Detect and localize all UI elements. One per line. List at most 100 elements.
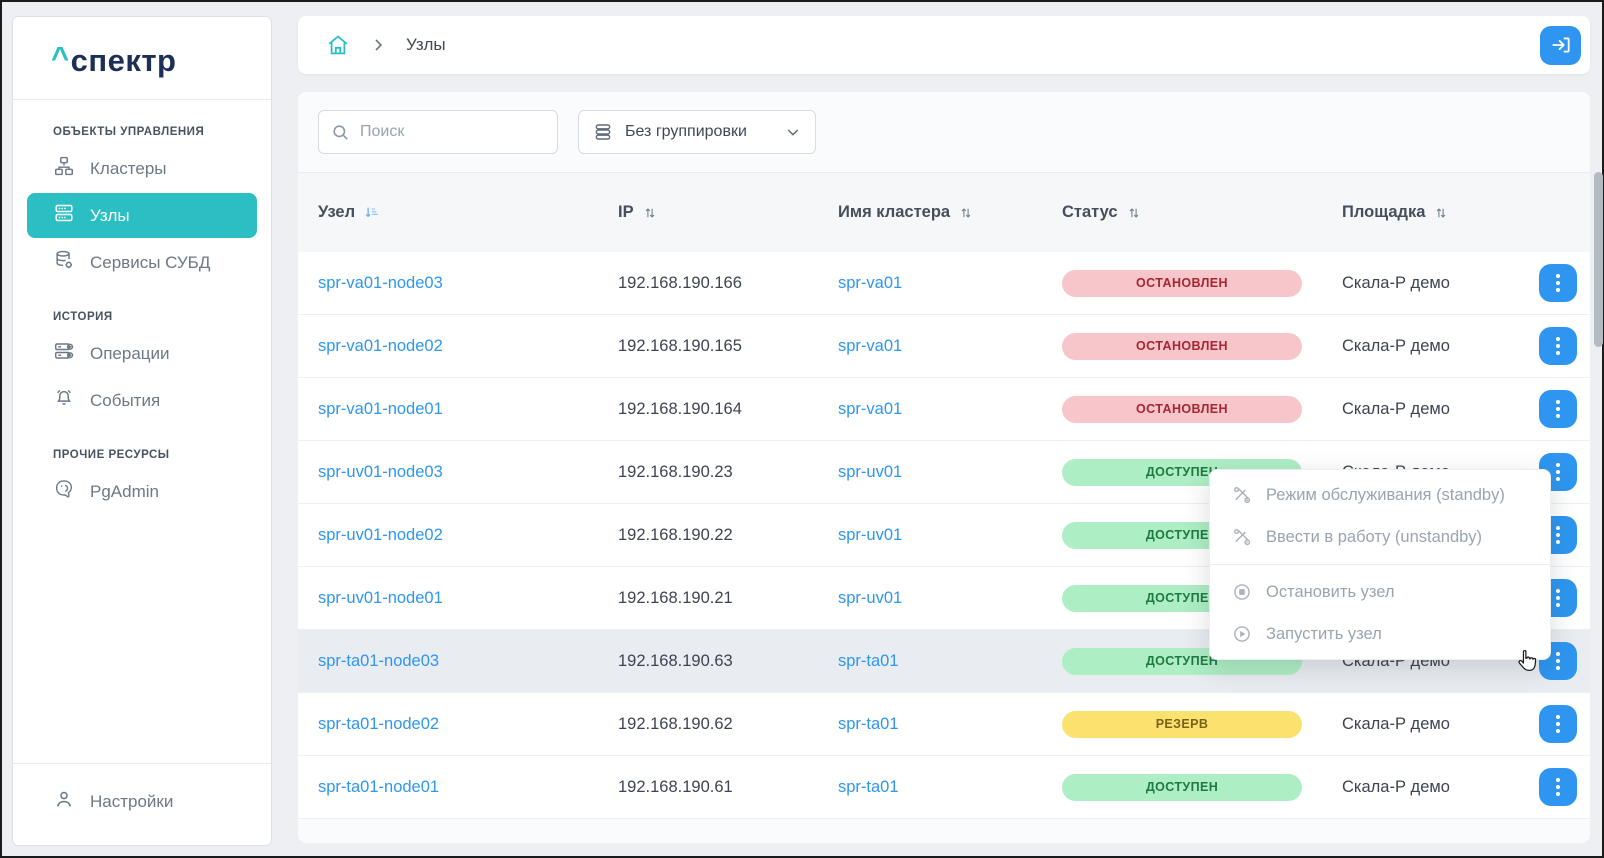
cluster-link[interactable]: spr-va01 <box>838 399 903 418</box>
row-actions-button[interactable] <box>1539 327 1577 365</box>
logo-caret-icon: ^ <box>51 40 70 75</box>
cluster-link[interactable]: spr-va01 <box>838 273 903 292</box>
cluster-link[interactable]: spr-uv01 <box>838 588 903 607</box>
row-actions-button[interactable] <box>1539 768 1577 806</box>
site-cell: Скала-Р демо <box>1342 336 1450 355</box>
sidebar-item-label: PgAdmin <box>90 481 159 501</box>
menu-item-label: Остановить узел <box>1266 582 1395 601</box>
sidebar-item-label: Сервисы СУБД <box>90 252 211 272</box>
column-header-site[interactable]: Площадка <box>1342 203 1539 222</box>
node-link[interactable]: spr-ta01-node03 <box>318 651 440 670</box>
node-link[interactable]: spr-uv01-node02 <box>318 525 443 544</box>
menu-item-start-node[interactable]: Запустить узел <box>1210 613 1550 655</box>
row-actions-button[interactable] <box>1539 390 1577 428</box>
row-actions-button[interactable] <box>1539 264 1577 302</box>
node-link[interactable]: spr-ta01-node02 <box>318 714 440 733</box>
sidebar: ^спектр ОБЪЕКТЫ УПРАВЛЕНИЯ Кластеры Узлы <box>12 16 272 846</box>
menu-item-stop-node[interactable]: Остановить узел <box>1210 571 1550 613</box>
column-label: Узел <box>318 203 356 221</box>
grouping-select[interactable]: Без группировки <box>578 110 816 154</box>
login-arrow-icon <box>1550 34 1572 56</box>
menu-item-standby[interactable]: Режим обслуживания (standby) <box>1210 474 1550 516</box>
clusters-icon <box>53 155 75 182</box>
row-context-menu: Режим обслуживания (standby) Ввести в ра… <box>1209 469 1551 660</box>
table-row: spr-va01-node03 192.168.190.166 spr-va01… <box>298 252 1590 315</box>
breadcrumb-current: Узлы <box>406 35 446 54</box>
table-row: spr-ta01-node01 192.168.190.61 spr-ta01 … <box>298 756 1590 819</box>
sidebar-section-other: ПРОЧИЕ РЕСУРСЫ <box>53 449 170 461</box>
operations-icon <box>53 340 75 367</box>
cluster-link[interactable]: spr-uv01 <box>838 525 903 544</box>
cluster-link[interactable]: spr-va01 <box>838 336 903 355</box>
topbar: Узлы <box>298 16 1590 74</box>
node-link[interactable]: spr-va01-node02 <box>318 336 443 355</box>
node-link[interactable]: spr-uv01-node03 <box>318 462 443 481</box>
row-actions-button[interactable] <box>1539 705 1577 743</box>
sidebar-item-label: Кластеры <box>90 158 167 178</box>
cluster-link[interactable]: spr-ta01 <box>838 714 899 733</box>
sidebar-item-operations[interactable]: Операции <box>27 331 257 376</box>
home-icon[interactable] <box>326 33 350 57</box>
column-label: Статус <box>1062 203 1118 221</box>
status-badge: ОСТАНОВЛЕН <box>1062 395 1302 423</box>
login-exit-button[interactable] <box>1540 25 1581 65</box>
sidebar-item-pgadmin[interactable]: PgAdmin <box>27 469 257 514</box>
db-services-icon <box>53 249 75 276</box>
site-cell: Скала-Р демо <box>1342 777 1450 796</box>
node-link[interactable]: spr-va01-node03 <box>318 273 443 292</box>
chevron-right-icon <box>370 37 386 53</box>
ip-cell: 192.168.190.165 <box>618 336 742 355</box>
ip-cell: 192.168.190.22 <box>618 525 733 544</box>
column-header-cluster[interactable]: Имя кластера <box>838 203 1062 222</box>
table-row: spr-va01-node01 192.168.190.164 spr-va01… <box>298 378 1590 441</box>
column-label: Имя кластера <box>838 203 951 221</box>
node-link[interactable]: spr-ta01-node01 <box>318 777 440 796</box>
site-cell: Скала-Р демо <box>1342 714 1450 733</box>
maintenance-standby-icon <box>1232 485 1252 505</box>
search-box <box>318 110 558 154</box>
sidebar-item-label: Операции <box>90 343 170 363</box>
sort-active-icon <box>364 205 379 220</box>
ip-cell: 192.168.190.164 <box>618 399 742 418</box>
table-header: Узел IP Имя кластера Статус <box>298 172 1590 252</box>
ip-cell: 192.168.190.166 <box>618 273 742 292</box>
sidebar-item-clusters[interactable]: Кластеры <box>27 146 257 191</box>
sidebar-item-label: Узлы <box>90 205 130 225</box>
sidebar-nav: ОБЪЕКТЫ УПРАВЛЕНИЯ Кластеры Узлы <box>13 126 271 514</box>
menu-item-label: Запустить узел <box>1266 624 1382 643</box>
sidebar-footer: Настройки <box>13 763 271 845</box>
status-badge: ОСТАНОВЛЕН <box>1062 332 1302 360</box>
menu-item-label: Режим обслуживания (standby) <box>1266 485 1505 504</box>
sidebar-item-settings[interactable]: Настройки <box>53 788 271 815</box>
scrollbar-thumb[interactable] <box>1594 172 1603 347</box>
sidebar-item-db-services[interactable]: Сервисы СУБД <box>27 240 257 285</box>
stop-node-icon <box>1232 582 1252 602</box>
sidebar-item-nodes[interactable]: Узлы <box>27 193 257 238</box>
grouping-label: Без группировки <box>625 123 747 140</box>
cluster-link[interactable]: spr-uv01 <box>838 462 903 481</box>
sidebar-item-events[interactable]: События <box>27 378 257 423</box>
sort-icon <box>643 206 657 220</box>
sidebar-section-objects: ОБЪЕКТЫ УПРАВЛЕНИЯ <box>53 126 205 138</box>
grouping-icon <box>593 122 613 142</box>
ip-cell: 192.168.190.21 <box>618 588 733 607</box>
sidebar-item-label: События <box>90 390 161 410</box>
menu-item-unstandby[interactable]: Ввести в работу (unstandby) <box>1210 516 1550 558</box>
cluster-link[interactable]: spr-ta01 <box>838 651 899 670</box>
column-header-node[interactable]: Узел <box>318 203 618 222</box>
ip-cell: 192.168.190.23 <box>618 462 733 481</box>
start-node-icon <box>1232 624 1252 644</box>
status-badge: ОСТАНОВЛЕН <box>1062 269 1302 297</box>
cluster-link[interactable]: spr-ta01 <box>838 777 899 796</box>
pgadmin-icon <box>53 478 75 505</box>
events-icon <box>53 387 75 414</box>
column-label: Площадка <box>1342 203 1426 221</box>
node-link[interactable]: spr-va01-node01 <box>318 399 443 418</box>
node-link[interactable]: spr-uv01-node01 <box>318 588 443 607</box>
ip-cell: 192.168.190.63 <box>618 651 733 670</box>
status-badge: РЕЗЕРВ <box>1062 710 1302 738</box>
search-input[interactable] <box>360 123 545 141</box>
column-header-ip[interactable]: IP <box>618 203 838 222</box>
sort-icon <box>1127 206 1141 220</box>
column-header-status[interactable]: Статус <box>1062 203 1342 222</box>
